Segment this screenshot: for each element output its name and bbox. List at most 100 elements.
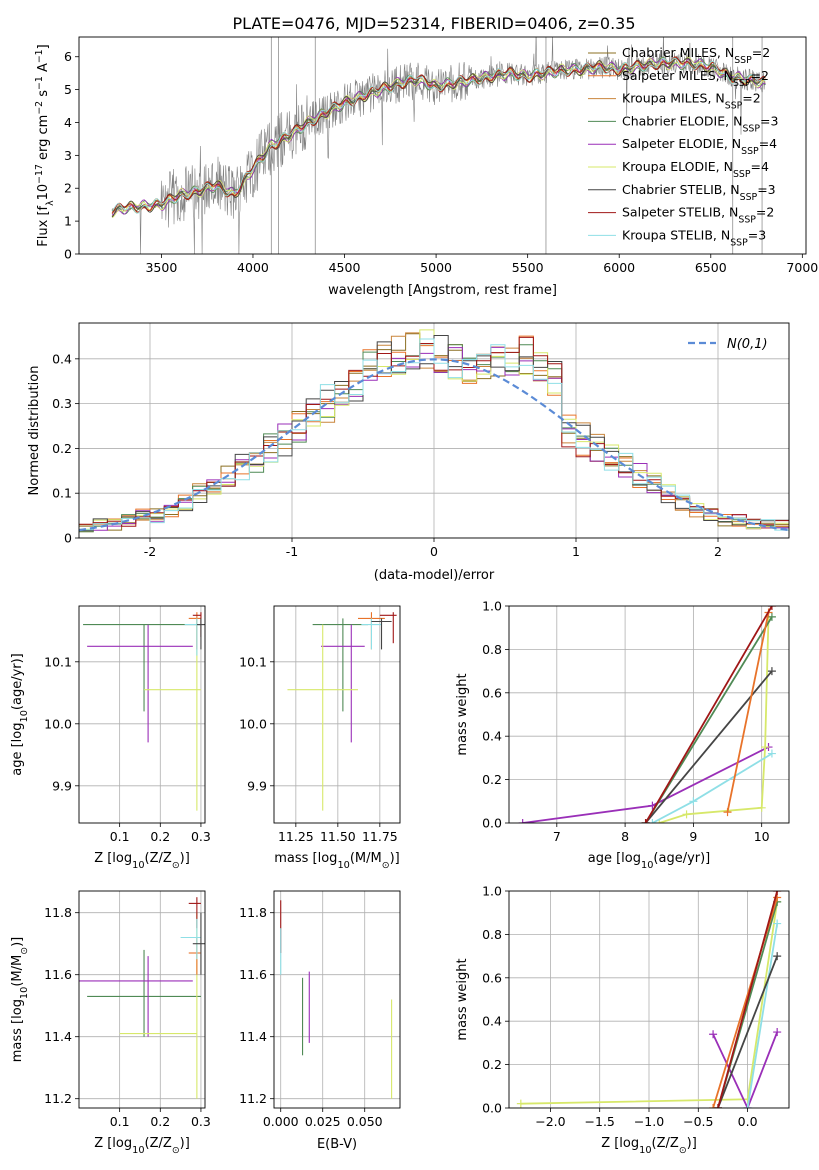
residuals-axes: -2 -1 0 1 2 0 0.1 0.2 0.3 0.4 (data-model)/error No… — [27, 322, 790, 583]
x-tick-label: 3500 — [145, 260, 177, 275]
x-axis-label: Z [log10(Z/Z⊙)] — [94, 1136, 190, 1156]
x-axis-label: E(B-V) — [317, 1137, 357, 1152]
y-tick-label: 11.8 — [44, 905, 72, 920]
y-tick-label: 0.0 — [482, 816, 502, 831]
mass-weight-marker — [682, 810, 691, 819]
x-tick-label: 7 — [553, 829, 561, 844]
x-tick-label: 0.3 — [191, 829, 211, 844]
mass-weight-marker — [709, 1030, 718, 1039]
x-tick-label: 0.025 — [305, 1114, 341, 1129]
mass-weight-marker — [767, 612, 776, 621]
mass-weight-line — [712, 1031, 779, 1108]
mass-weight-line — [644, 670, 773, 823]
age-vs-Z-axes: 0.1 0.2 0.3 9.9 10.0 10.1 Z [log10(Z/Z⊙)] age [… — [10, 605, 211, 871]
x-tick-label: 0.2 — [150, 1114, 170, 1129]
x-tick-label: 7000 — [786, 260, 818, 275]
x-tick-label: 11.25 — [278, 829, 314, 844]
axes-frame — [78, 36, 807, 255]
age-vs-Z-plot — [79, 606, 205, 823]
y-tick-label: 0.1 — [52, 486, 72, 501]
legend-entry: Kroupa MILES, NSSP=2 — [622, 91, 761, 112]
spectrum-axes: 3500 4000 4500 5000 5500 6000 6500 7000 0 1 2 3 4 5 6 w… — [34, 36, 818, 298]
model-spectrum-line — [111, 56, 766, 218]
y-tick-label: 11.4 — [44, 1029, 72, 1044]
y-axis-label: mass weight — [455, 958, 470, 1040]
y-tick-label: 0.3 — [52, 396, 72, 411]
model-spectrum-line — [111, 57, 766, 214]
mass-weight-marker — [518, 819, 527, 823]
legend-entry: N(0,1) — [727, 337, 768, 352]
mass-weight-vs-age-axes: 7 8 9 10 0.0 0.2 0.4 0.6 0.8 1.0 age [log10(age/yr… — [455, 599, 790, 871]
x-tick-label: 0.050 — [347, 1114, 383, 1129]
y-tick-label: 9.9 — [247, 778, 267, 793]
x-tick-label: 0.000 — [263, 1114, 299, 1129]
x-tick-label: 10 — [754, 829, 770, 844]
y-tick-label: 0 — [64, 531, 72, 546]
x-tick-label: −2.0 — [535, 1114, 565, 1129]
x-tick-label: 8 — [621, 829, 629, 844]
axes-frame — [508, 890, 790, 1109]
mass-weight-line — [717, 955, 779, 1108]
legend-entry: Salpeter MILES, NSSP=2 — [622, 68, 769, 89]
y-tick-label: 4 — [64, 115, 72, 130]
y-tick-label: 0 — [64, 247, 72, 262]
age-vs-mass-plot — [274, 606, 400, 823]
y-tick-label: 5 — [64, 82, 72, 97]
mass-weight-line — [644, 616, 773, 823]
mass-weight-marker — [773, 952, 782, 961]
legend-entry: Kroupa ELODIE, NSSP=4 — [622, 159, 769, 180]
y-tick-label: 1.0 — [482, 884, 502, 899]
x-tick-label: 0.1 — [110, 1114, 130, 1129]
y-axis-label: age [log10(age/yr)] — [10, 653, 30, 776]
mass-weight-marker — [757, 803, 766, 812]
y-tick-label: 1.0 — [482, 599, 502, 614]
residual-histogram — [79, 338, 789, 531]
mass-weight-marker — [773, 1028, 782, 1037]
legend-entry: Kroupa STELIB, NSSP=3 — [622, 227, 766, 248]
mass-weight-marker — [743, 1104, 752, 1108]
y-tick-label: 11.4 — [239, 1029, 267, 1044]
mass-weight-vs-Z-plot — [509, 891, 789, 1108]
mass-weight-marker — [648, 819, 657, 823]
y-tick-label: 0.2 — [482, 772, 502, 787]
mass-weight-marker — [516, 1099, 525, 1108]
y-tick-label: 0.0 — [482, 1101, 502, 1116]
x-axis-label: mass [log10(M/M⊙)] — [274, 851, 400, 871]
figure-title: PLATE=0476, MJD=52314, FIBERID=0406, z=0… — [232, 14, 635, 33]
mass-weight-marker — [767, 667, 776, 676]
mass-vs-EBV-axes: 0.000 0.025 0.050 11.2 11.4 11.6 11.8 E(B-V) — [239, 890, 401, 1152]
x-tick-label: −1.0 — [634, 1114, 664, 1129]
y-tick-label: 10.1 — [239, 654, 267, 669]
mass-vs-EBV-plot — [274, 891, 400, 1108]
y-axis-label: Normed distribution — [27, 366, 42, 496]
mass-vs-Z-plot — [79, 891, 205, 1108]
y-tick-label: 0.4 — [52, 351, 72, 366]
x-axis-label: (data-model)/error — [374, 568, 495, 583]
y-tick-label: 9.9 — [52, 778, 72, 793]
y-axis-label: mass [log10(M/M⊙)] — [10, 937, 30, 1063]
mass-weight-marker — [689, 797, 698, 806]
axes-frame — [508, 605, 790, 824]
residuals-plot — [79, 323, 789, 538]
legend-entry: Salpeter STELIB, NSSP=2 — [622, 205, 774, 226]
x-tick-label: 0 — [430, 544, 438, 559]
normal-curve — [79, 358, 789, 532]
x-tick-label: 0.2 — [150, 829, 170, 844]
y-tick-label: 0.6 — [482, 970, 502, 985]
x-tick-label: 4000 — [237, 260, 269, 275]
x-tick-label: 9 — [689, 829, 697, 844]
mass-weight-line — [717, 891, 779, 1108]
y-tick-label: 3 — [64, 148, 72, 163]
x-tick-label: 0.3 — [191, 1114, 211, 1129]
x-tick-label: 2 — [714, 544, 722, 559]
x-tick-label: 1 — [572, 544, 580, 559]
x-tick-label: 5500 — [512, 260, 544, 275]
y-tick-label: 11.6 — [239, 967, 267, 982]
mass-weight-vs-age-plot — [509, 606, 789, 823]
x-axis-label: age [log10(age/yr)] — [588, 851, 711, 871]
mass-weight-line — [644, 606, 773, 823]
axes-frame — [273, 890, 401, 1109]
axes-frame — [78, 322, 790, 539]
